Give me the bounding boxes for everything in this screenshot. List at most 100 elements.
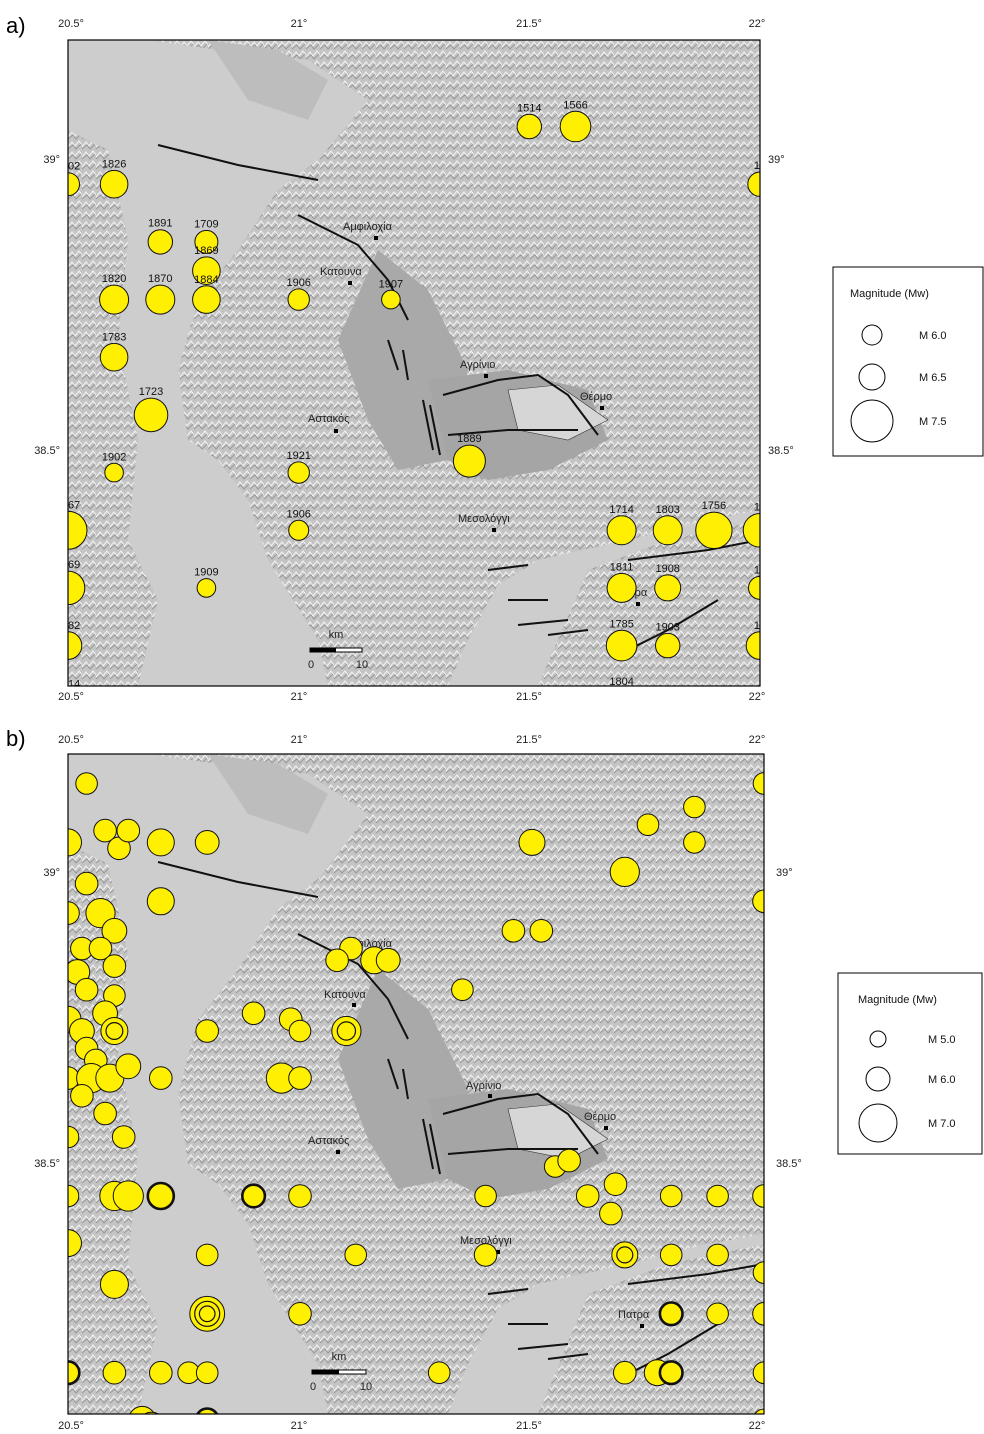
legend-b-item-1: M 6.0 [928, 1074, 956, 1086]
earthquake-marker [655, 632, 681, 659]
panel-a-frame: km 0 10 Αμφιλοχία Κατουνα Αγρίνιο Θέρμο … [56, 40, 766, 719]
earthquake-year-label: 1870 [148, 273, 172, 285]
earthquake-year-label: 1514 [517, 102, 541, 114]
earthquake-marker [129, 1405, 155, 1414]
earthquake-year-label: 1756 [702, 500, 726, 512]
earthquake-marker [683, 795, 706, 819]
earthquake-marker [115, 1053, 142, 1080]
legend-b-symbol-2 [858, 1103, 898, 1143]
earthquake-year-label: 1566 [563, 99, 587, 111]
city-marker-amfilochia: Αμφιλοχία [343, 221, 393, 240]
city-a-2: Αγρίνιο [460, 359, 495, 371]
panel-b-map: b) 20.5° 21° 21.5° 22° 20.5° 21° 21.5° 2… [6, 726, 983, 1432]
panel-b-label: b) [6, 726, 26, 751]
legend-b-item-2: M 7.0 [928, 1118, 956, 1130]
panel-a-scale-bar: km 0 10 [308, 629, 368, 671]
earthquake-marker [288, 1184, 312, 1208]
earthquake-marker [748, 575, 760, 600]
earthquake-marker [112, 1180, 144, 1212]
earthquake-marker [149, 1066, 173, 1090]
scale-b-unit: km [332, 1351, 347, 1363]
earthquake-marker [68, 1229, 82, 1258]
earthquake-marker [752, 1302, 764, 1326]
earthquake-year-label: 1906 [286, 508, 310, 520]
earthquake-marker [331, 1015, 362, 1047]
earthquake-marker [288, 1066, 312, 1090]
earthquake-marker [474, 1184, 497, 1208]
earthquake-marker [427, 1361, 451, 1385]
earthquake-year-label: 1709 [194, 218, 218, 230]
earthquake-marker [192, 256, 221, 285]
earthquake-marker [501, 919, 526, 943]
earthquake-marker [599, 1201, 623, 1226]
earthquake-marker [145, 284, 176, 315]
panel-a-legend: Magnitude (Mw) M 6.0 M 6.5 M 7.5 [832, 266, 984, 457]
earthquake-year-label: 1714 [609, 504, 633, 516]
panel-b-border [67, 753, 765, 1415]
earthquake-year-label: 1891 [148, 218, 172, 230]
earthquake-marker [68, 1125, 80, 1149]
earthquake-year-label: 18 [754, 502, 766, 514]
earthquake-year-label: 1826 [102, 158, 126, 170]
tick-a-left-0: 39° [43, 154, 60, 166]
tick-a-bot-1: 21° [291, 691, 308, 703]
earthquake-year-label: 1906 [286, 277, 310, 289]
earthquake-year-label: 1909 [194, 567, 218, 579]
earthquake-marker [473, 1243, 498, 1267]
earthquake-marker [742, 513, 760, 548]
panel-b-frame: km 0 10 Αμφιλοχία Κατουνα Αγρίνιο Θέρμο … [68, 754, 764, 1414]
tick-b-right-1: 38.5° [776, 1158, 802, 1170]
earthquake-marker [652, 515, 683, 546]
earthquake-year-label: 1902 [102, 451, 126, 463]
panel-b-scale-bar: km 0 10 [310, 1351, 372, 1393]
tick-a-top-3: 22° [749, 18, 766, 30]
earthquake-marker [606, 688, 637, 719]
earthquake-marker [611, 1241, 639, 1269]
earthquake-marker [557, 1148, 581, 1173]
city-marker-mesolongi: Μεσολόγγι [458, 513, 510, 532]
tick-a-top-2: 21.5° [516, 18, 542, 30]
earthquake-year-label: 19 [754, 160, 766, 172]
tick-a-left-1: 38.5° [34, 445, 60, 457]
legend-a-symbol-2 [850, 399, 894, 443]
scale-b-tick-1: 10 [360, 1381, 372, 1393]
earthquake-marker [99, 169, 129, 199]
earthquake-year-label: 1804 [609, 676, 633, 688]
earthquake-marker [195, 1243, 219, 1267]
tick-a-bot-3: 22° [749, 691, 766, 703]
earthquake-marker [516, 113, 542, 140]
earthquake-marker [93, 1101, 117, 1126]
earthquake-marker-ring [616, 1246, 634, 1264]
earthquake-year-label: 1867 [56, 499, 80, 511]
tick-b-left-1: 38.5° [34, 1158, 60, 1170]
legend-a-symbol-0 [861, 324, 883, 346]
earthquake-year-label: 1903 [655, 621, 679, 633]
earthquake-marker [754, 1408, 764, 1414]
earthquake-marker [111, 1125, 136, 1149]
city-a-3: Θέρμο [580, 391, 612, 403]
earthquake-marker [68, 1360, 81, 1386]
earthquake-marker [606, 572, 637, 603]
earthquake-year-label: 1714 [56, 678, 80, 690]
earthquake-marker [452, 444, 486, 478]
panel-b-earthquakes [68, 772, 764, 1414]
city-b-6: Πατρα [618, 1309, 650, 1321]
earthquake-marker [381, 289, 401, 310]
earthquake-marker [706, 1243, 729, 1267]
earthquake-year-label: 1811 [610, 561, 634, 573]
earthquake-marker [68, 828, 82, 857]
city-b-2: Αγρίνιο [466, 1080, 501, 1092]
panel-a-top-ticks: 20.5° 21° 21.5° 22° [58, 18, 765, 30]
city-marker-mesolongi-b: Μεσολόγγι [460, 1235, 512, 1254]
earthquake-marker [683, 831, 706, 854]
earthquake-marker [752, 889, 764, 914]
earthquake-marker [752, 1261, 764, 1284]
earthquake-marker [658, 1301, 684, 1327]
city-marker-astakos: Αστακός [308, 413, 349, 433]
earthquake-marker [287, 461, 310, 484]
city-b-5: Μεσολόγγι [460, 1235, 512, 1247]
scale-a-tick-0: 0 [308, 659, 314, 671]
earthquake-marker [241, 1183, 267, 1209]
city-b-3: Θέρμο [584, 1111, 616, 1123]
earthquake-marker [88, 936, 113, 961]
